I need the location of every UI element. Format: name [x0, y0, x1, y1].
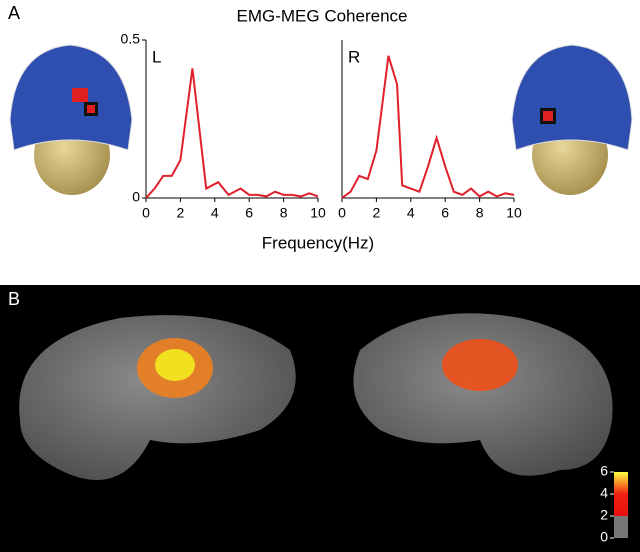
chart-label: L [152, 47, 161, 66]
x-tick-label: 6 [245, 205, 253, 221]
x-tick-label: 2 [177, 205, 185, 221]
colorbar-tick-label: 4 [600, 485, 608, 501]
x-axis-label: Frequency(Hz) [262, 233, 374, 252]
colorbar-tick-label: 0 [600, 529, 608, 545]
head-model-left [9, 44, 133, 195]
x-tick-label: 10 [506, 205, 522, 221]
chart-label: R [348, 47, 360, 66]
x-tick-label: 2 [373, 205, 381, 221]
x-tick-label: 10 [310, 205, 326, 221]
panel-label: B [8, 289, 20, 309]
y-tick-label: 0.5 [121, 31, 141, 47]
colorbar [614, 472, 628, 538]
colorbar-tick-label: 6 [600, 463, 608, 479]
brain-left [19, 315, 296, 480]
y-tick-label: 0 [132, 189, 140, 205]
colorbar-tick-label: 2 [600, 507, 608, 523]
x-tick-label: 0 [338, 205, 346, 221]
brain-right [353, 313, 613, 476]
x-tick-label: 4 [407, 205, 415, 221]
head-model-right [511, 44, 633, 195]
panel-label: A [8, 3, 20, 23]
x-tick-label: 6 [441, 205, 449, 221]
x-tick-label: 0 [142, 205, 150, 221]
x-tick-label: 8 [476, 205, 484, 221]
line-series [341, 55, 515, 199]
x-tick-label: 4 [211, 205, 219, 221]
line-series [145, 68, 319, 199]
figure-title: EMG-MEG Coherence [237, 6, 408, 25]
x-tick-label: 8 [280, 205, 288, 221]
